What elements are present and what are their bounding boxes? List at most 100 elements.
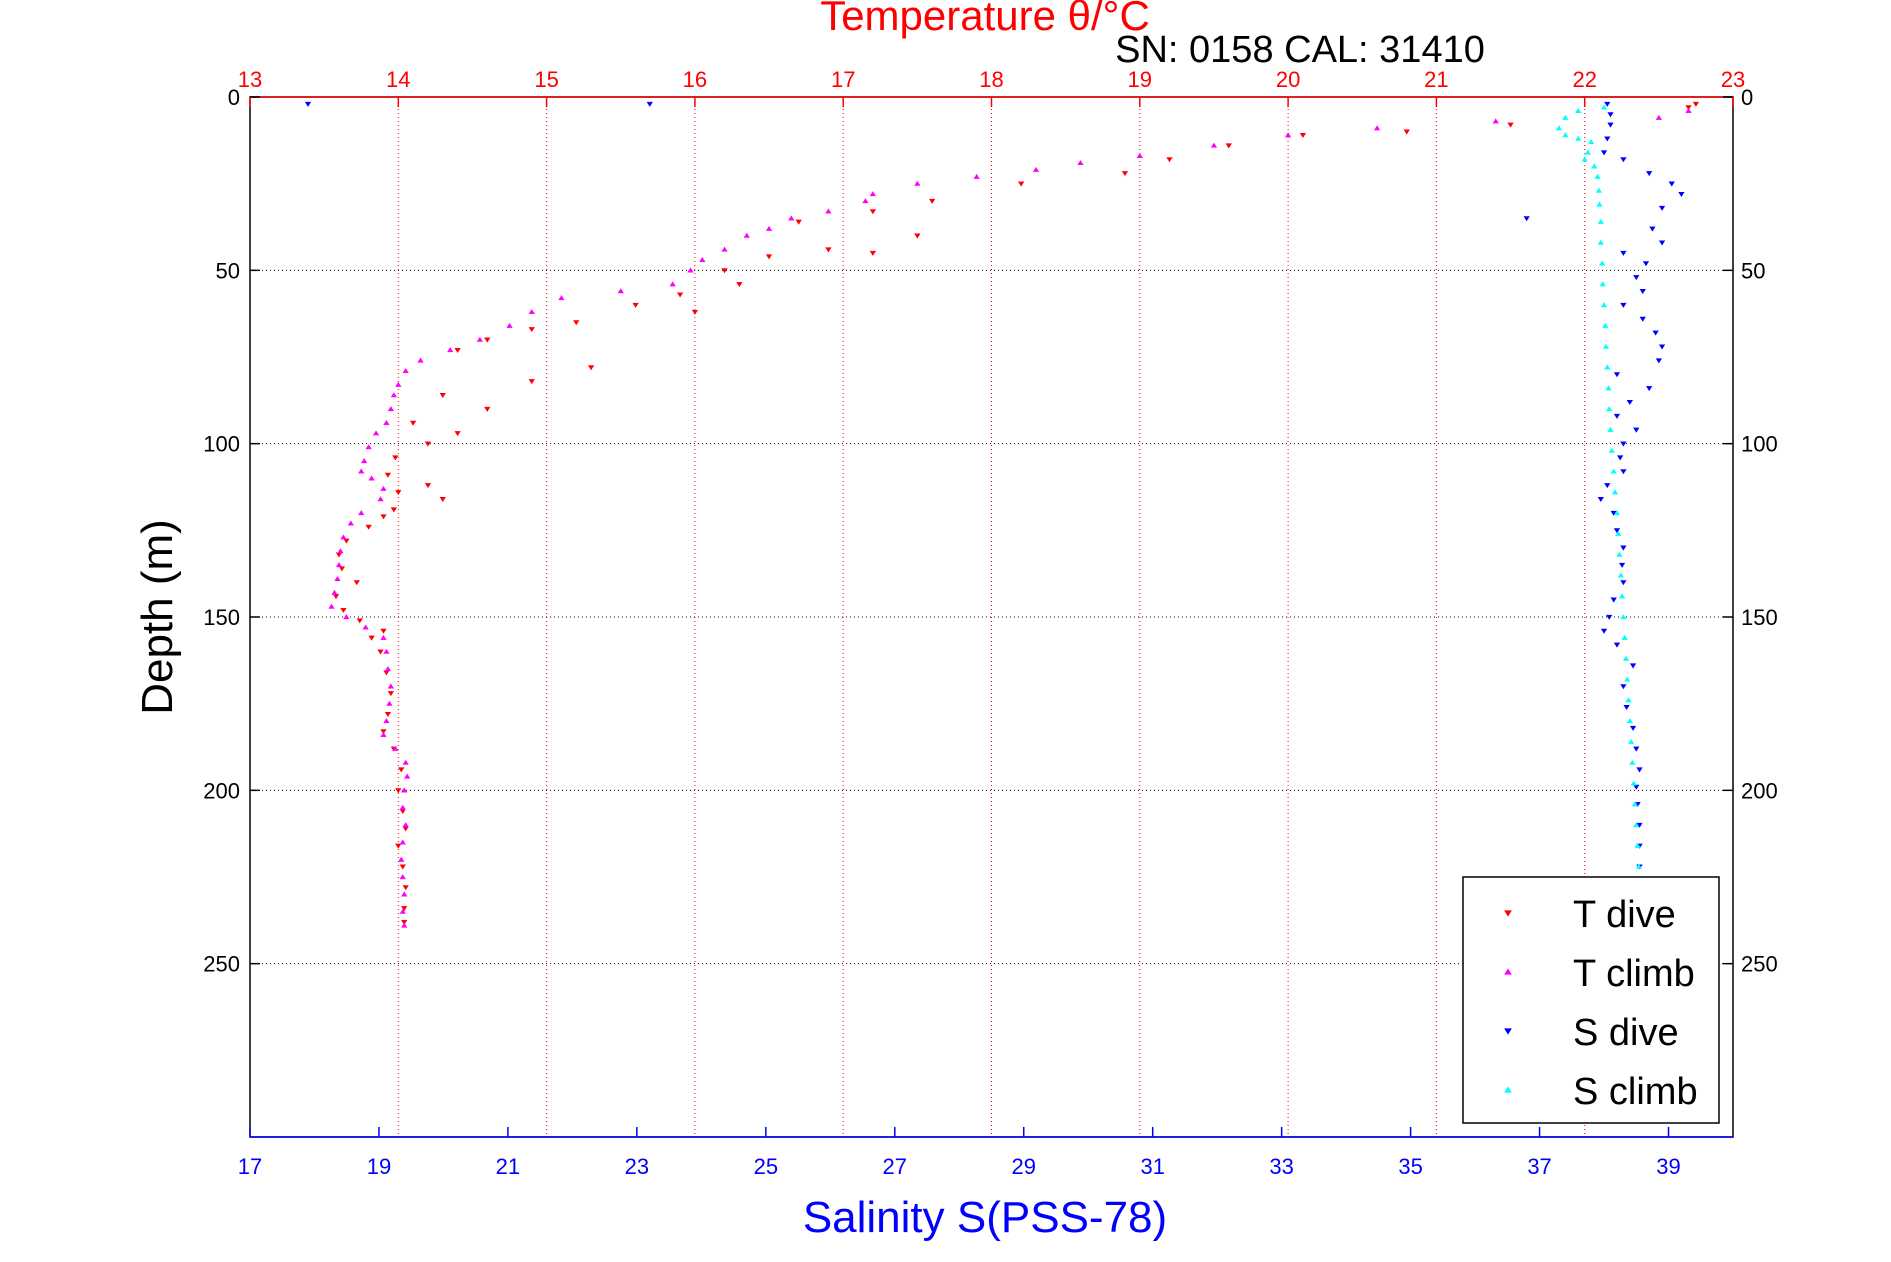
- data-point: [1646, 171, 1653, 177]
- data-point: [380, 628, 387, 634]
- data-point: [1581, 156, 1588, 162]
- data-point: [1591, 163, 1598, 169]
- data-point: [1685, 105, 1692, 111]
- data-point: [1642, 261, 1650, 267]
- data-point: [343, 614, 350, 620]
- data-point: [687, 267, 694, 273]
- legend-label: T dive: [1573, 894, 1676, 936]
- data-point: [398, 856, 405, 862]
- data-point: [347, 520, 354, 526]
- data-point: [399, 839, 406, 845]
- data-point: [1136, 153, 1143, 159]
- data-point: [401, 906, 408, 912]
- y-tick-label-left: 250: [203, 952, 240, 977]
- data-point: [1620, 250, 1627, 256]
- data-point: [914, 233, 921, 239]
- data-point: [1610, 597, 1617, 603]
- data-point: [691, 309, 699, 315]
- chart-title: Temperature θ/°C: [820, 0, 1150, 39]
- data-point: [1629, 759, 1636, 765]
- data-point: [1613, 510, 1621, 516]
- data-point: [377, 496, 384, 502]
- data-point: [1575, 135, 1582, 141]
- data-point: [1678, 191, 1685, 197]
- legend-marker: [1504, 968, 1512, 975]
- data-point: [646, 101, 653, 107]
- data-point: [424, 483, 432, 489]
- data-point: [1620, 441, 1627, 447]
- top-tick-label: 17: [831, 67, 855, 92]
- data-point: [1121, 171, 1129, 177]
- bottom-tick-label: 21: [496, 1154, 520, 1179]
- top-tick-label: 14: [386, 67, 410, 92]
- data-point: [1617, 455, 1624, 461]
- data-point: [1575, 107, 1582, 113]
- data-point: [1655, 358, 1662, 364]
- data-point: [1639, 316, 1646, 322]
- data-point: [1613, 372, 1621, 378]
- data-point: [1620, 469, 1627, 475]
- data-point: [929, 198, 936, 204]
- data-point: [1620, 545, 1627, 551]
- data-point: [1631, 801, 1639, 807]
- data-point: [380, 731, 387, 737]
- y-tick-label-right: 100: [1741, 432, 1778, 457]
- data-point: [1627, 738, 1635, 744]
- data-point: [377, 649, 384, 655]
- data-point: [362, 624, 369, 630]
- data-point: [1588, 139, 1595, 145]
- data-point: [409, 420, 417, 426]
- data-point: [417, 357, 424, 363]
- series-s-climb: [1555, 104, 1643, 883]
- data-point: [361, 458, 368, 464]
- data-point: [1210, 142, 1218, 148]
- data-point: [1613, 642, 1621, 648]
- data-point: [387, 691, 395, 697]
- data-point: [380, 514, 387, 520]
- y-tick-label-left: 50: [216, 258, 240, 283]
- data-point: [392, 455, 399, 461]
- data-point: [1620, 614, 1627, 620]
- data-point: [395, 788, 402, 794]
- data-point: [380, 485, 387, 491]
- y-tick-label-right: 0: [1741, 85, 1753, 110]
- data-point: [914, 180, 921, 186]
- data-point: [368, 635, 375, 641]
- data-point: [1629, 725, 1637, 731]
- data-point: [1604, 364, 1611, 370]
- bottom-tick-label: 33: [1269, 1154, 1293, 1179]
- bottom-tick-label: 29: [1011, 1154, 1035, 1179]
- data-point: [825, 208, 832, 214]
- data-point: [383, 419, 390, 425]
- data-point: [1595, 187, 1603, 193]
- data-point: [335, 562, 343, 568]
- data-point: [484, 406, 491, 412]
- legend-marker: [1504, 1086, 1512, 1093]
- data-point: [402, 367, 409, 373]
- series-t-climb: [328, 107, 1692, 928]
- data-point: [1626, 718, 1633, 724]
- data-point: [1633, 427, 1640, 433]
- data-point: [1606, 614, 1613, 620]
- data-point: [1623, 705, 1630, 711]
- data-point: [1685, 107, 1692, 113]
- data-point: [1616, 551, 1623, 557]
- bottom-tick-label: 25: [754, 1154, 778, 1179]
- data-point: [353, 580, 360, 586]
- data-point: [765, 254, 773, 260]
- data-point: [1600, 628, 1608, 634]
- data-point: [392, 745, 399, 751]
- data-point: [765, 225, 773, 231]
- data-point: [1599, 281, 1606, 287]
- y-tick-label-left: 0: [228, 85, 240, 110]
- data-point: [1562, 114, 1569, 120]
- data-point: [1600, 104, 1608, 110]
- data-point: [1633, 822, 1640, 828]
- data-point: [1639, 289, 1646, 295]
- data-point: [1617, 572, 1624, 578]
- y-tick-label-left: 200: [203, 778, 240, 803]
- data-point: [617, 288, 624, 294]
- data-point: [1633, 275, 1640, 281]
- data-point: [528, 379, 535, 385]
- data-point: [337, 548, 344, 554]
